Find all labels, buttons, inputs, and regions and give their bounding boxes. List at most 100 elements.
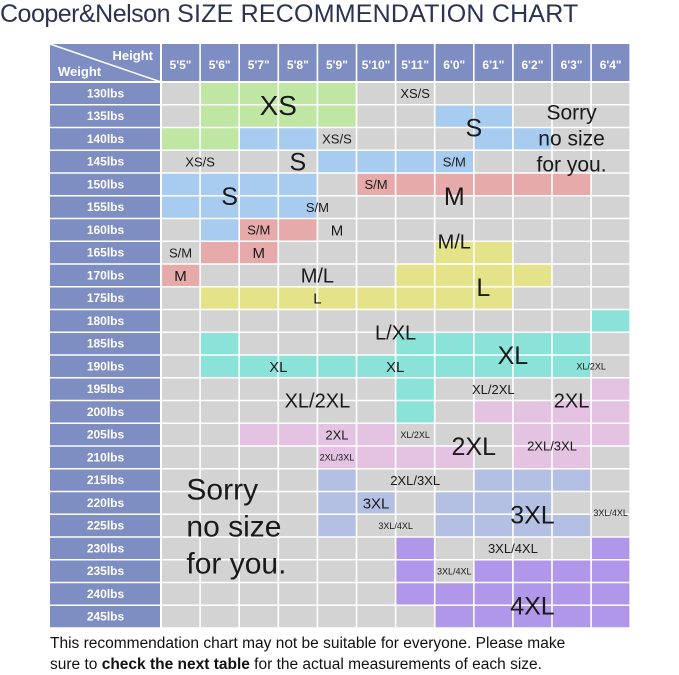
size-label: 2XL [452,433,497,461]
size-label: M/L [438,231,471,253]
size-label: S [290,149,307,177]
size-cell [278,491,318,515]
size-cell [317,218,357,242]
size-cell [591,241,631,265]
size-cell [317,491,357,515]
size-cell [591,491,631,515]
size-cell [395,173,435,197]
size-cell [278,377,318,401]
size-cell [434,400,475,424]
size-cell [239,195,279,219]
size-cell [591,400,631,424]
size-cell [473,264,514,288]
footer-line-2-pre: sure to [50,656,102,673]
size-cell [473,377,514,401]
size-cell [278,514,318,538]
weight-label: 245lbs [87,610,125,624]
size-label: 2XL/3XL [320,453,355,463]
size-label: XS/S [322,132,352,147]
size-cell [356,468,396,492]
size-label: 3XL/4XL [488,541,538,556]
chart-title: Cooper&Nelson SIZE RECOMMENDATION CHART [0,0,679,32]
size-cell [434,355,475,379]
size-cell [317,309,357,333]
size-cell [200,605,240,629]
height-label: 5'5" [170,58,192,72]
size-cell [473,537,514,561]
size-cell [356,241,396,265]
size-cell [434,491,475,515]
size-cell [278,127,318,151]
size-cell [317,446,357,470]
size-cell [395,468,435,492]
size-cell [356,173,396,197]
weight-label: 215lbs [87,473,125,487]
size-chart: Height Weight 5'5" 5'6" 5'7" 5'8" 5'9" 5'10" 5'1… [49,43,632,629]
size-cell [552,423,592,447]
height-label: 5'10" [362,58,391,72]
size-cell [200,286,240,310]
size-cell [278,104,318,128]
size-cell [356,582,396,606]
weight-label: 205lbs [87,428,125,442]
size-cell [200,332,240,356]
size-cell [434,104,475,128]
size-cell [356,127,396,151]
sorry-text-top: Sorry [546,102,597,125]
height-label: 5'9" [326,58,348,72]
footer-link-text: check the next table [101,656,250,673]
size-cell [161,150,201,174]
size-cell [552,559,592,583]
size-cell [317,173,357,197]
size-cell [591,173,631,197]
size-cell [395,355,435,379]
size-cell [395,104,435,128]
size-cell [317,468,357,492]
size-cell [434,559,475,583]
weight-label: 135lbs [87,109,125,123]
size-cell [512,582,553,606]
size-cell [161,377,201,401]
size-cell [473,127,514,151]
size-cell [434,241,475,265]
size-cell [317,355,357,379]
size-cell [200,218,240,242]
size-label: XS/S [185,154,215,169]
size-cell [473,309,514,333]
size-cell [317,332,357,356]
weight-label: 225lbs [87,519,125,533]
size-cell [200,377,240,401]
size-cell [473,514,514,538]
size-cell [200,195,240,219]
size-cell [434,195,475,219]
weight-label: 145lbs [87,155,125,169]
size-cell [356,559,396,583]
size-cell [395,195,435,219]
corner-label-height: Height [113,48,154,63]
size-cell [278,423,318,447]
size-cell [434,446,475,470]
weight-label: 200lbs [87,405,125,419]
size-cell [200,468,240,492]
size-cell [278,605,318,629]
size-cell [239,286,279,310]
size-cell [200,559,240,583]
size-cell [317,537,357,561]
size-cell [278,582,318,606]
size-cell [356,286,396,310]
corner-diagonal [49,43,162,83]
size-cell [512,241,553,265]
size-cell [239,605,279,629]
size-cell [239,241,279,265]
size-cell [239,446,279,470]
size-cell [434,286,475,310]
weight-label: 155lbs [87,200,125,214]
size-cell [278,82,318,106]
size-cell [591,332,631,356]
footer-note: This recommendation chart may not be sui… [50,633,675,675]
size-cell [512,309,553,333]
sorry-text-bottom: Sorry [186,473,258,506]
size-cell [317,514,357,538]
size-cell [552,355,592,379]
size-cell [278,264,318,288]
